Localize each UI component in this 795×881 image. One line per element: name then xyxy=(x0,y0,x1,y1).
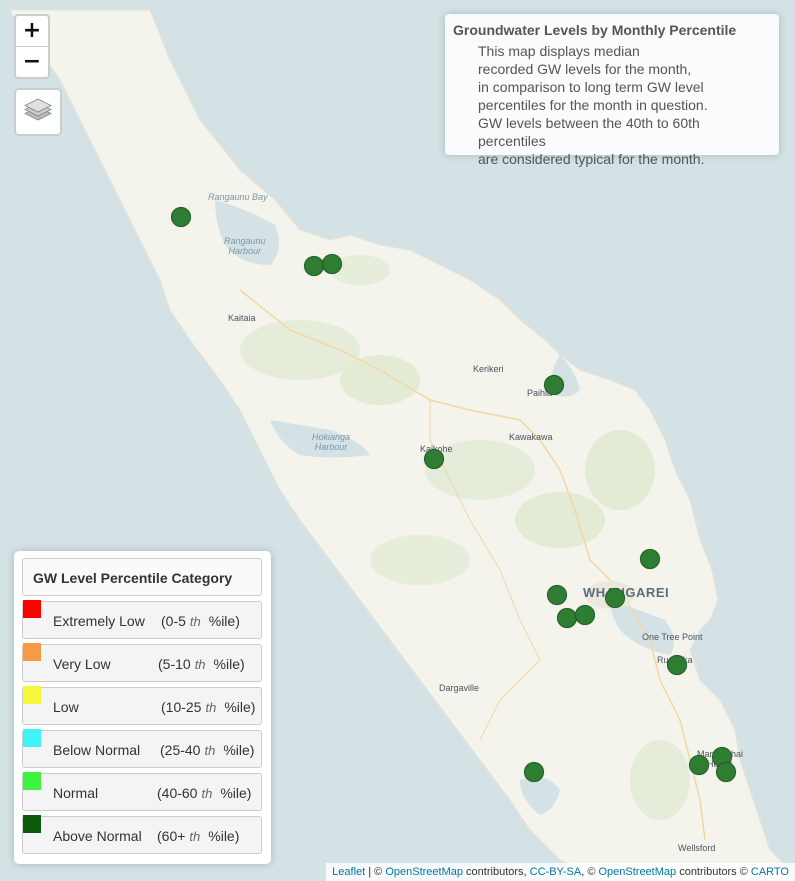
legend-range: (10-25 th %ile) xyxy=(161,699,256,715)
legend-item-low: Low (10-25 th %ile) xyxy=(22,686,262,725)
legend-item-normal: Normal (40-60 th %ile) xyxy=(22,772,262,811)
attribution-text: contributors, xyxy=(463,866,530,878)
openstreetmap-link[interactable]: OpenStreetMap xyxy=(385,866,463,878)
info-panel: Groundwater Levels by Monthly Percentile… xyxy=(445,14,779,167)
kaipara-inlet xyxy=(520,776,560,815)
legend-label: Below Normal xyxy=(53,742,141,758)
site-marker[interactable] xyxy=(304,256,324,276)
label-kaitaia: Kaitaia xyxy=(228,313,256,323)
label-one-tree-point: One Tree Point xyxy=(642,632,703,642)
info-line: in comparison to long term GW level xyxy=(478,79,704,95)
legend-panel: GW Level Percentile Category Extremely L… xyxy=(14,551,271,864)
site-marker[interactable] xyxy=(322,254,342,274)
cc-by-sa-link[interactable]: CC-BY-SA xyxy=(529,866,582,878)
label-rangaunu-bay: Rangaunu Bay xyxy=(208,192,268,202)
site-marker[interactable] xyxy=(424,449,444,469)
site-marker[interactable] xyxy=(547,585,567,605)
attribution: Leaflet | © OpenStreetMap contributors, … xyxy=(326,863,795,881)
road-2 xyxy=(429,400,541,661)
label-whangarei: WHANGAREI xyxy=(583,585,670,600)
legend-swatch xyxy=(23,600,41,618)
info-title: Groundwater Levels by Monthly Percentile xyxy=(453,22,737,38)
legend-range: (40-60 th %ile) xyxy=(157,785,252,801)
state-highway xyxy=(239,289,706,841)
legend-range: (0-5 th %ile) xyxy=(161,613,240,629)
legend-item-extremely-low: Extremely Low (0-5 th %ile) xyxy=(22,600,262,639)
attribution-text: contributors © xyxy=(676,866,751,878)
site-marker[interactable] xyxy=(716,762,736,782)
label-wellsford: Wellsford xyxy=(678,843,716,853)
legend-range: (60+ th %ile) xyxy=(157,828,240,844)
layers-icon xyxy=(24,98,52,121)
site-marker[interactable] xyxy=(667,655,687,675)
site-marker[interactable] xyxy=(544,375,564,395)
zoom-out-button[interactable]: − xyxy=(16,46,48,77)
legend-label: Very Low xyxy=(53,656,111,672)
site-marker[interactable] xyxy=(557,608,577,628)
label-rangaunu-harbour: Rangaunu Harbour xyxy=(224,236,266,256)
legend-range: (25-40 th %ile) xyxy=(160,742,255,758)
label-dargaville: Dargaville xyxy=(439,683,480,693)
label-kawakawa: Kawakawa xyxy=(509,432,553,442)
site-marker[interactable] xyxy=(524,762,544,782)
site-marker[interactable] xyxy=(575,605,595,625)
rangaunu-harbour xyxy=(215,200,279,265)
openstreetmap-link-2[interactable]: OpenStreetMap xyxy=(598,866,677,878)
legend-item-below-normal: Below Normal (25-40 th %ile) xyxy=(22,729,262,768)
site-marker[interactable] xyxy=(171,207,191,227)
attribution-text: | © xyxy=(365,866,386,878)
label-kerikeri: Kerikeri xyxy=(473,364,504,374)
legend-item-above-normal: Above Normal (60+ th %ile) xyxy=(22,815,262,854)
label-hokianga-harbour: Hokianga Harbour xyxy=(312,432,351,452)
land-northland xyxy=(9,9,791,881)
site-marker[interactable] xyxy=(605,588,625,608)
legend-swatch xyxy=(23,815,41,833)
site-marker[interactable] xyxy=(689,755,709,775)
info-line: GW levels between the 40th to 60th perce… xyxy=(478,115,700,149)
legend-swatch xyxy=(23,686,41,704)
legend-swatch xyxy=(23,643,41,661)
site-marker[interactable] xyxy=(640,549,660,569)
legend-label: Low xyxy=(53,699,79,715)
carto-link[interactable]: CARTO xyxy=(750,866,789,878)
info-line: recorded GW levels for the month, xyxy=(478,61,692,77)
hokianga-harbour xyxy=(270,420,370,458)
legend-label: Extremely Low xyxy=(53,613,145,629)
info-line: This map displays median xyxy=(478,43,640,59)
layers-button[interactable] xyxy=(14,88,62,136)
label-paihia: Paihia xyxy=(527,388,553,398)
attribution-text: , © xyxy=(581,866,599,878)
zoom-in-button[interactable]: + xyxy=(22,18,42,43)
legend-label: Normal xyxy=(53,785,99,801)
info-line: percentiles for the month in question. xyxy=(478,97,708,113)
road-3 xyxy=(479,659,541,741)
zoom-control: + − xyxy=(14,14,50,79)
legend-swatch xyxy=(23,729,41,747)
info-line: are considered typical for the month. xyxy=(478,151,705,167)
legend-title: GW Level Percentile Category xyxy=(22,558,262,596)
legend-label: Above Normal xyxy=(53,828,142,844)
leaflet-link[interactable]: Leaflet xyxy=(332,866,366,878)
legend-swatch xyxy=(23,772,41,790)
legend-range: (5-10 th %ile) xyxy=(158,656,245,672)
legend-item-very-low: Very Low (5-10 th %ile) xyxy=(22,643,262,682)
